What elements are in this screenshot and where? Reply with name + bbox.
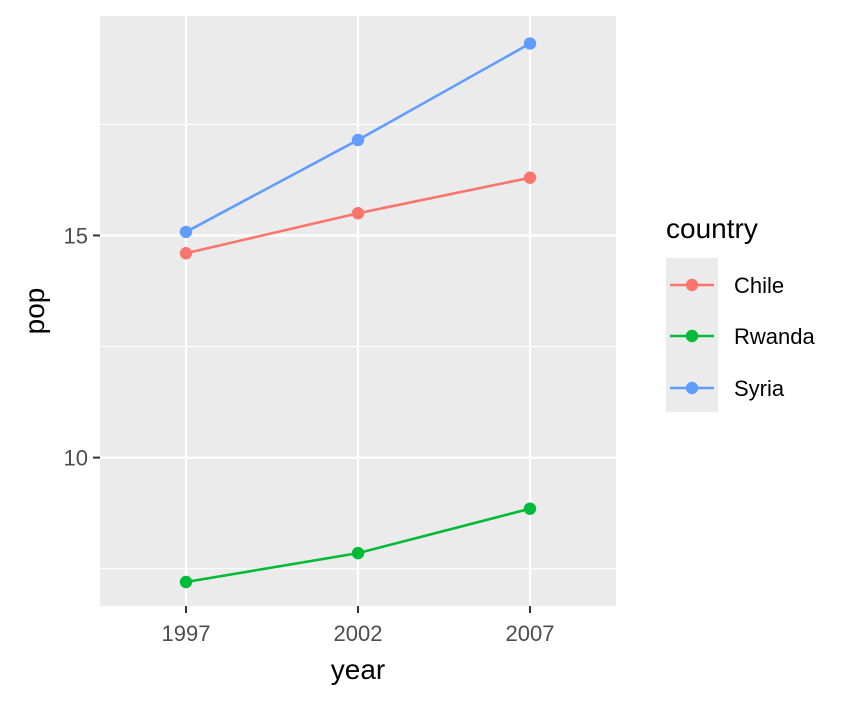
legend-title: country	[666, 213, 758, 244]
legend-item-rwanda: Rwanda	[670, 324, 815, 349]
y-tick-label: 10	[64, 446, 88, 471]
y-axis-title: pop	[19, 288, 50, 335]
y-axis: 10 15	[64, 223, 100, 471]
legend-key-point	[685, 329, 699, 343]
data-point-chile	[523, 171, 537, 184]
x-tick-label: 1997	[162, 621, 211, 646]
series-layer	[179, 37, 537, 589]
series-chile	[179, 171, 537, 260]
legend-keys: Chile Rwanda Syria	[670, 273, 815, 401]
data-point-chile	[179, 247, 193, 260]
x-tick-label: 2007	[506, 621, 555, 646]
series-rwanda	[179, 502, 537, 589]
data-point-chile	[351, 207, 365, 220]
data-point-syria	[179, 225, 193, 239]
data-point-syria	[351, 133, 365, 147]
x-axis: 1997 2002 2007	[162, 606, 555, 646]
legend-item-syria: Syria	[670, 376, 785, 401]
x-tick-label: 2002	[334, 621, 383, 646]
legend-label: Rwanda	[734, 324, 815, 349]
x-axis-title: year	[331, 654, 385, 685]
data-point-rwanda	[179, 575, 193, 589]
legend-label: Syria	[734, 376, 785, 401]
data-point-syria	[523, 37, 537, 50]
y-tick-label: 15	[64, 223, 88, 248]
legend-item-chile: Chile	[670, 273, 784, 298]
legend-key-point	[685, 381, 699, 395]
legend: country Chile Rwanda Syria	[666, 213, 815, 412]
series-syria	[179, 37, 537, 239]
data-point-rwanda	[523, 502, 537, 515]
data-point-rwanda	[351, 546, 365, 560]
legend-key-point	[685, 278, 699, 292]
legend-label: Chile	[734, 273, 784, 298]
